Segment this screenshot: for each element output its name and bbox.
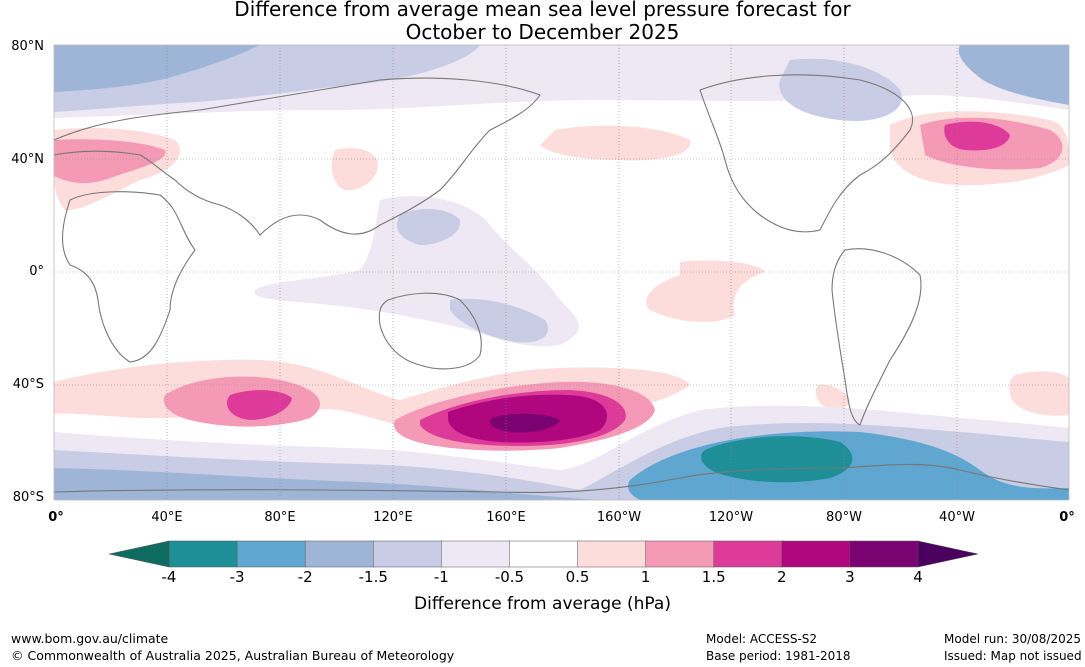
colorbar-tick-label: 1.5	[701, 568, 726, 586]
footer-website: www.bom.gov.au/climate	[11, 631, 169, 646]
colorbar-bin-3	[373, 540, 443, 568]
colorbar-tick-label: -1	[433, 568, 449, 586]
colorbar-extend-min	[108, 540, 170, 568]
asia-positive	[331, 148, 378, 191]
arctic-negative-mid-2	[54, 45, 260, 92]
lon-label-80w: 80°W	[826, 510, 862, 525]
europe-positive	[54, 139, 166, 184]
lon-label-40e: 40°E	[151, 510, 183, 525]
coral-sea-negative	[450, 298, 549, 343]
colorbar-tick-label: -2	[297, 568, 313, 586]
colorbar-bin-8	[713, 540, 783, 568]
gridlines	[54, 45, 1069, 500]
north-america-negative	[779, 58, 902, 121]
atlantic-positive-core	[944, 121, 1010, 151]
colorbar-tick-label: 1	[640, 568, 651, 586]
colorbar-tick-label: -1.5	[358, 568, 388, 586]
lat-label-40n: 40°N	[11, 152, 44, 167]
eurasia-coast	[54, 77, 541, 236]
africa-coast	[62, 191, 196, 363]
map-frame	[53, 44, 1070, 501]
footer-issued: Issued: Map not issued	[944, 649, 1082, 663]
colorbar-bin-6	[577, 540, 647, 568]
lon-label-0-right: 0°	[1059, 510, 1075, 525]
colorbar-bin-9	[781, 540, 851, 568]
footer-model-run: Model run: 30/08/2025	[944, 632, 1082, 646]
coastlines	[54, 74, 1069, 494]
footer-copyright: © Commonwealth of Australia 2025, Austra…	[11, 648, 455, 663]
lon-label-40w: 40°W	[939, 510, 975, 525]
south-atlantic-positive	[1009, 371, 1069, 416]
colorbar-bin-1	[236, 540, 306, 568]
north-atlantic-negative	[958, 45, 1069, 105]
colorbar-bin-2	[304, 540, 375, 568]
colorbar-tick-label: 4	[913, 568, 923, 586]
footer-model: Model: ACCESS-S2	[706, 632, 818, 646]
tropical-pacific-positive	[646, 260, 765, 322]
lon-label-80e: 80°E	[264, 510, 296, 525]
lat-label-80n: 80°N	[11, 39, 44, 54]
pacific-north-positive	[540, 125, 691, 161]
footer-base-period: Base period: 1981-2018	[706, 649, 851, 663]
colorbar-bin-5	[509, 540, 579, 568]
south-america-positive	[815, 384, 850, 410]
west-pacific-negative	[396, 208, 461, 245]
antarctica-coast	[54, 463, 1069, 494]
lon-label-160e: 160°E	[486, 510, 526, 525]
colorbar-tick-label: -3	[229, 568, 245, 586]
lat-label-80s: 80°S	[12, 490, 44, 505]
lat-label-0: 0°	[29, 264, 44, 279]
lon-label-120e: 120°E	[373, 510, 413, 525]
colorbar-tick-label: 0.5	[565, 568, 590, 586]
colorbar-tick-label: 2	[777, 568, 787, 586]
colorbar-bin-0	[168, 540, 238, 568]
lon-label-0-left: 0°	[48, 510, 64, 525]
lat-label-40s: 40°S	[12, 377, 44, 392]
colorbar-tick-label: -4	[161, 568, 177, 586]
colorbar-bin-4	[441, 540, 511, 568]
colorbar-tick-label: 3	[845, 568, 855, 586]
tasman-positive-core	[490, 413, 560, 433]
colorbar-tick-label: -0.5	[494, 568, 525, 586]
australia-coast	[378, 292, 482, 370]
north-america-coast	[699, 74, 914, 233]
colorbar-bin-7	[645, 540, 715, 568]
south-america-coast	[831, 248, 922, 426]
map-title-line-1: Difference from average mean sea level p…	[234, 0, 851, 21]
colorbar-extend-max	[917, 540, 979, 568]
map-title-line-2: October to December 2025	[405, 20, 680, 44]
colorbar	[108, 540, 979, 568]
lon-label-120w: 120°W	[708, 510, 754, 525]
colorbar-bin-10	[849, 540, 919, 568]
lon-label-160w: 160°W	[596, 510, 642, 525]
indian-ocean-positive-core	[226, 390, 292, 420]
colorbar-label: Difference from average (hPa)	[414, 594, 671, 614]
